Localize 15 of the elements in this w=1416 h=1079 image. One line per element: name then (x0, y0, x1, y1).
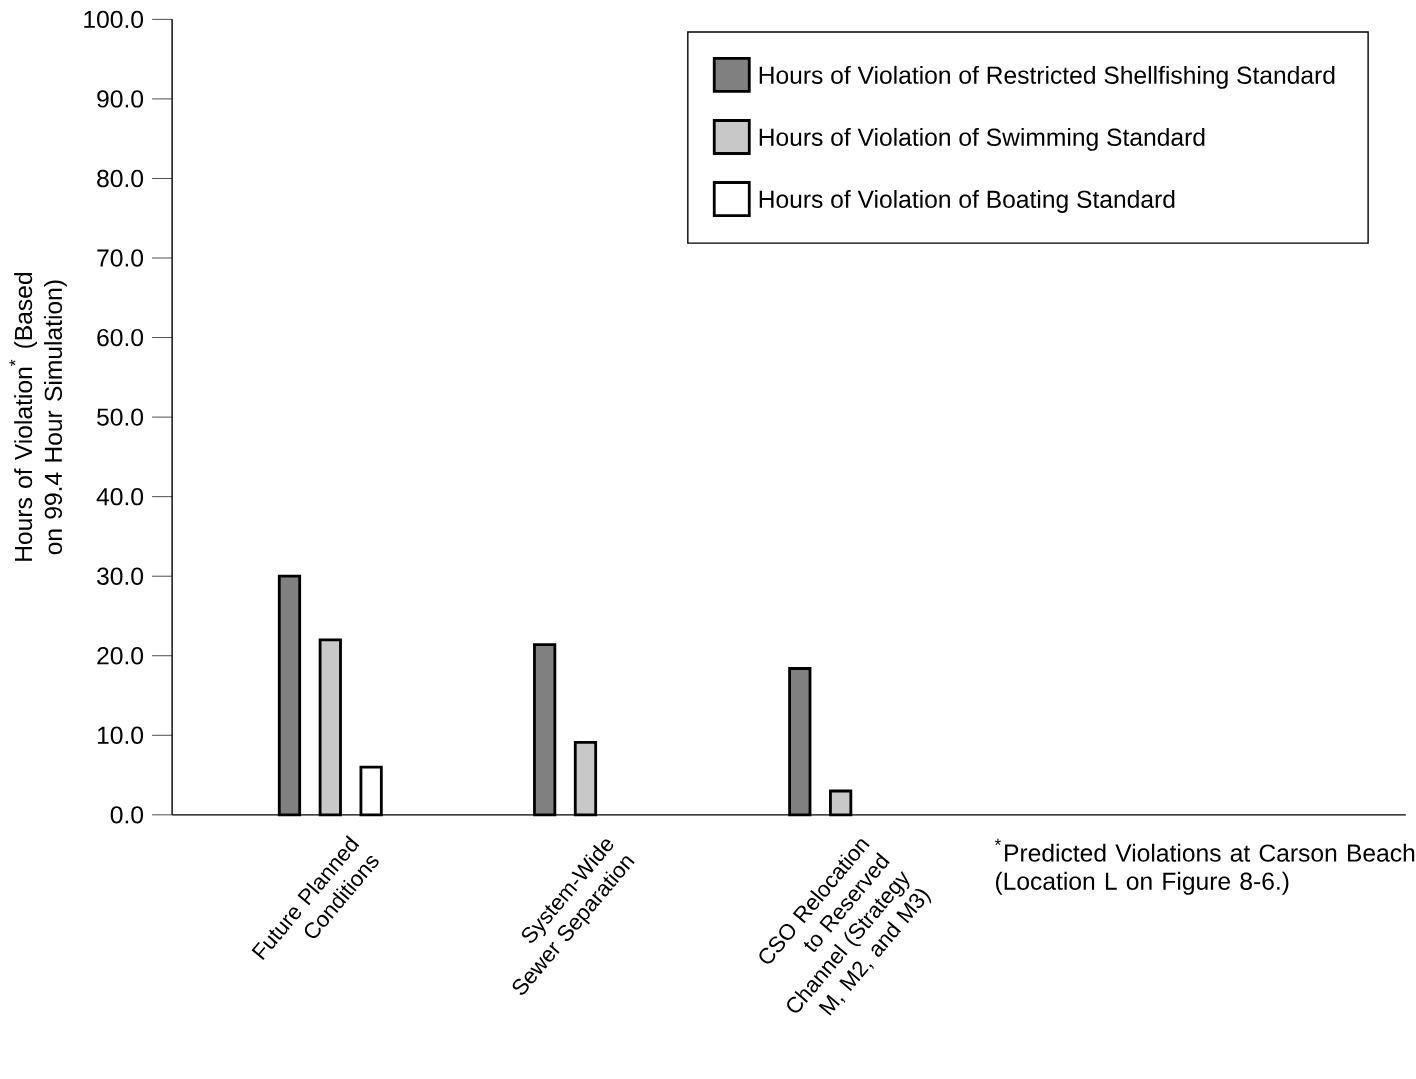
y-tick-label: 40.0 (96, 487, 144, 506)
text: $^{*}$Predicted Violations at Carson Beach (Location L on Figure 8-6.) (994, 838, 1415, 895)
y-tick-label: 50.0 (97, 408, 144, 426)
legend-label: Hours of Violation of Restricted Shellfishing Standard (759, 65, 1335, 89)
y-tick-label: 100.0 (84, 10, 144, 29)
y-tick-label: 70.0 (97, 249, 144, 267)
y-tick-label: 0.0 (110, 806, 144, 824)
y-tick-label: 30.0 (97, 567, 144, 585)
y-tick-label: 10.0 (97, 726, 144, 744)
legend-label: Hours of Violation of Boating Standard (759, 189, 1175, 213)
y-tick-label: 60.0 (97, 328, 144, 347)
y-tick-label: 80.0 (97, 169, 144, 188)
legend-label: Hours of Violation of Swimming Standard (759, 127, 1205, 151)
y-tick-label: 90.0 (97, 90, 144, 108)
y-tick-label: 20.0 (97, 647, 144, 665)
